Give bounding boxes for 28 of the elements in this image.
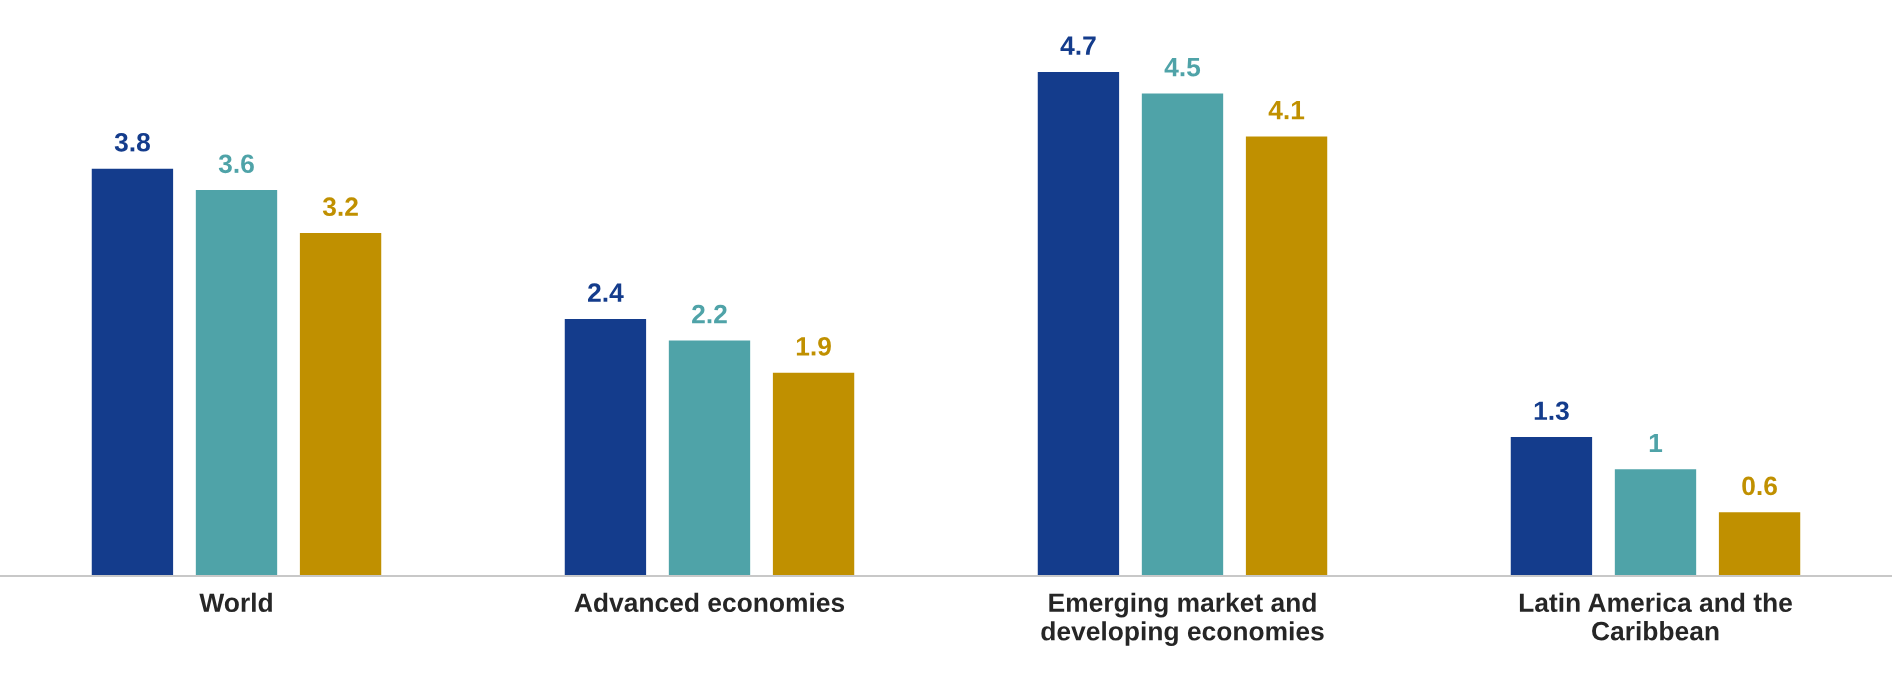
data-label: 4.1	[1268, 100, 1305, 120]
data-label: 1.3	[1534, 401, 1569, 421]
data-label: 0.6	[1742, 476, 1777, 496]
bar	[1140, 92, 1225, 577]
bar	[298, 231, 383, 577]
bar	[1613, 467, 1698, 577]
bar	[194, 188, 279, 577]
bar	[771, 371, 856, 577]
data-label: 4.5	[1164, 58, 1201, 77]
data-label: 1	[1649, 433, 1663, 453]
data-label: 3.2	[322, 197, 358, 217]
data-label: 4.7	[1060, 36, 1096, 55]
data-label: 3.6	[218, 154, 254, 174]
bar	[1717, 510, 1802, 577]
x-tick-label: Latin America and the Caribbean	[1519, 592, 1792, 641]
bar	[667, 339, 752, 577]
x-tick-label: World	[199, 592, 272, 613]
bar	[90, 167, 175, 577]
data-label: 2.4	[588, 283, 624, 302]
x-tick-label: Advanced economies	[574, 592, 845, 613]
x-tick-label: Emerging market and developing economies	[1041, 592, 1324, 646]
bar	[563, 317, 648, 577]
data-label: 3.8	[114, 132, 150, 152]
bar	[1509, 435, 1594, 577]
bar	[1244, 135, 1329, 577]
data-label: 2.2	[692, 304, 727, 324]
data-label: 1.9	[796, 336, 831, 356]
bar	[1036, 70, 1121, 577]
